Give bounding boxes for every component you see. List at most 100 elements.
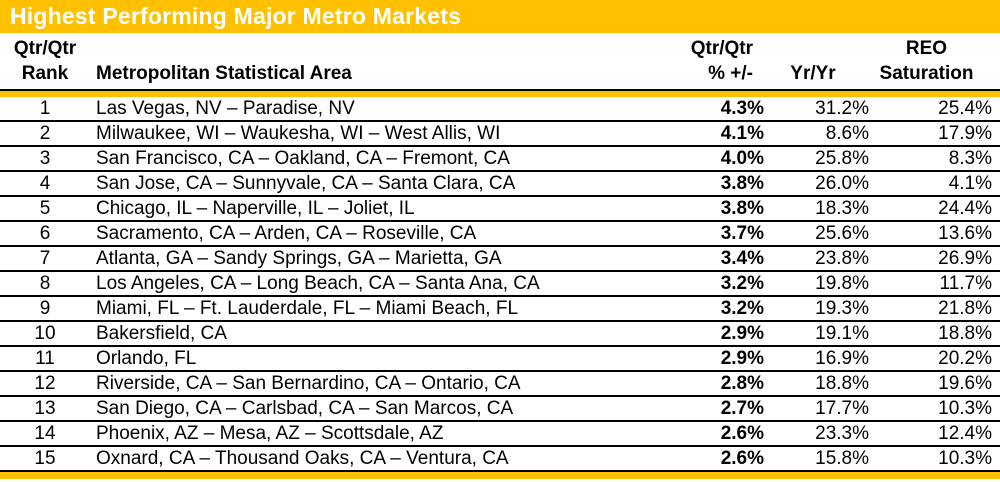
reo-saturation-cell: 26.9% — [873, 246, 1000, 272]
rank-cell: 11 — [0, 346, 90, 372]
column-header-reo-line2: Saturation — [879, 63, 974, 84]
yr-change-cell: 25.8% — [767, 146, 873, 172]
msa-cell: San Francisco, CA – Oakland, CA – Fremon… — [90, 146, 655, 172]
column-header-rank-line1: Qtr/Qtr — [13, 38, 77, 59]
qtr-change-cell: 3.2% — [655, 296, 767, 322]
yr-change-cell: 31.2% — [767, 97, 873, 122]
yr-change-cell: 19.8% — [767, 271, 873, 297]
column-header-qtr-change: Qtr/Qtr % +/- — [655, 33, 767, 90]
table-header: Qtr/Qtr Rank Metropolitan Statistical Ar… — [0, 33, 1000, 90]
rank-cell: 4 — [0, 171, 90, 197]
bottom-gold-bar — [0, 472, 1000, 479]
qtr-change-cell: 2.6% — [655, 421, 767, 447]
reo-saturation-cell: 4.1% — [873, 171, 1000, 197]
column-header-rank-line2: Rank — [21, 63, 69, 84]
table-row: 7 Atlanta, GA – Sandy Springs, GA – Mari… — [0, 246, 1000, 272]
reo-saturation-cell: 21.8% — [873, 296, 1000, 322]
qtr-change-cell: 3.8% — [655, 171, 767, 197]
table-row: 11 Orlando, FL 2.9% 16.9% 20.2% — [0, 346, 1000, 372]
qtr-change-cell: 3.8% — [655, 196, 767, 222]
column-header-qtr-line2: % +/- — [708, 63, 753, 84]
qtr-change-cell: 4.3% — [655, 97, 767, 122]
column-header-qtr-line1: Qtr/Qtr — [690, 38, 753, 59]
qtr-change-cell: 3.4% — [655, 246, 767, 272]
table-row: 6 Sacramento, CA – Arden, CA – Roseville… — [0, 221, 1000, 247]
rank-cell: 7 — [0, 246, 90, 272]
yr-change-cell: 8.6% — [767, 121, 873, 147]
msa-cell: Bakersfield, CA — [90, 321, 655, 347]
column-header-reo-line1: REO — [905, 38, 948, 59]
msa-cell: Riverside, CA – San Bernardino, CA – Ont… — [90, 371, 655, 397]
yr-change-cell: 17.7% — [767, 396, 873, 422]
msa-cell: San Diego, CA – Carlsbad, CA – San Marco… — [90, 396, 655, 422]
qtr-change-cell: 3.2% — [655, 271, 767, 297]
table-row: 4 San Jose, CA – Sunnyvale, CA – Santa C… — [0, 171, 1000, 197]
qtr-change-cell: 3.7% — [655, 221, 767, 247]
yr-change-cell: 19.1% — [767, 321, 873, 347]
reo-saturation-cell: 12.4% — [873, 421, 1000, 447]
reo-saturation-cell: 10.3% — [873, 396, 1000, 422]
msa-cell: Los Angeles, CA – Long Beach, CA – Santa… — [90, 271, 655, 297]
metro-markets-table: Qtr/Qtr Rank Metropolitan Statistical Ar… — [0, 33, 1000, 472]
reo-saturation-cell: 10.3% — [873, 446, 1000, 472]
yr-change-cell: 23.3% — [767, 421, 873, 447]
qtr-change-cell: 4.0% — [655, 146, 767, 172]
yr-change-cell: 18.3% — [767, 196, 873, 222]
reo-saturation-cell: 8.3% — [873, 146, 1000, 172]
column-header-rank: Qtr/Qtr Rank — [0, 33, 90, 90]
msa-cell: Sacramento, CA – Arden, CA – Roseville, … — [90, 221, 655, 247]
title-bar: Highest Performing Major Metro Markets — [0, 0, 1000, 33]
table-row: 14 Phoenix, AZ – Mesa, AZ – Scottsdale, … — [0, 421, 1000, 447]
table-row: 9 Miami, FL – Ft. Lauderdale, FL – Miami… — [0, 296, 1000, 322]
table-row: 1 Las Vegas, NV – Paradise, NV 4.3% 31.2… — [0, 97, 1000, 122]
table-row: 12 Riverside, CA – San Bernardino, CA – … — [0, 371, 1000, 397]
rank-cell: 5 — [0, 196, 90, 222]
qtr-change-cell: 2.7% — [655, 396, 767, 422]
reo-saturation-cell: 17.9% — [873, 121, 1000, 147]
yr-change-cell: 19.3% — [767, 296, 873, 322]
table-row: 5 Chicago, IL – Naperville, IL – Joliet,… — [0, 196, 1000, 222]
column-header-reo-saturation: REO Saturation — [873, 33, 1000, 90]
table-rows: 1 Las Vegas, NV – Paradise, NV 4.3% 31.2… — [0, 97, 1000, 472]
rank-cell: 3 — [0, 146, 90, 172]
page-title: Highest Performing Major Metro Markets — [10, 3, 462, 29]
rank-cell: 10 — [0, 321, 90, 347]
table-row: 3 San Francisco, CA – Oakland, CA – Frem… — [0, 146, 1000, 172]
msa-cell: Orlando, FL — [90, 346, 655, 372]
table-row: 8 Los Angeles, CA – Long Beach, CA – San… — [0, 271, 1000, 297]
msa-cell: Oxnard, CA – Thousand Oaks, CA – Ventura… — [90, 446, 655, 472]
table-row: 15 Oxnard, CA – Thousand Oaks, CA – Vent… — [0, 446, 1000, 472]
msa-cell: Chicago, IL – Naperville, IL – Joliet, I… — [90, 196, 655, 222]
yr-change-cell: 15.8% — [767, 446, 873, 472]
qtr-change-cell: 2.9% — [655, 346, 767, 372]
msa-cell: Atlanta, GA – Sandy Springs, GA – Mariet… — [90, 246, 655, 272]
qtr-change-cell: 2.6% — [655, 446, 767, 472]
table-row: 10 Bakersfield, CA 2.9% 19.1% 18.8% — [0, 321, 1000, 347]
msa-cell: Phoenix, AZ – Mesa, AZ – Scottsdale, AZ — [90, 421, 655, 447]
reo-saturation-cell: 18.8% — [873, 321, 1000, 347]
reo-saturation-cell: 25.4% — [873, 97, 1000, 122]
msa-cell: Milwaukee, WI – Waukesha, WI – West Alli… — [90, 121, 655, 147]
rank-cell: 12 — [0, 371, 90, 397]
column-header-yr-change: Yr/Yr — [790, 63, 836, 84]
reo-saturation-cell: 19.6% — [873, 371, 1000, 397]
table-row: 2 Milwaukee, WI – Waukesha, WI – West Al… — [0, 121, 1000, 147]
rank-cell: 13 — [0, 396, 90, 422]
msa-cell: Miami, FL – Ft. Lauderdale, FL – Miami B… — [90, 296, 655, 322]
table-body — [0, 89, 1000, 97]
yr-change-cell: 25.6% — [767, 221, 873, 247]
reo-saturation-cell: 11.7% — [873, 271, 1000, 297]
yr-change-cell: 23.8% — [767, 246, 873, 272]
yr-change-cell: 16.9% — [767, 346, 873, 372]
rank-cell: 14 — [0, 421, 90, 447]
qtr-change-cell: 2.9% — [655, 321, 767, 347]
qtr-change-cell: 2.8% — [655, 371, 767, 397]
yr-change-cell: 18.8% — [767, 371, 873, 397]
gold-separator — [0, 89, 1000, 97]
column-header-msa: Metropolitan Statistical Area — [96, 63, 352, 84]
rank-cell: 6 — [0, 221, 90, 247]
qtr-change-cell: 4.1% — [655, 121, 767, 147]
rank-cell: 2 — [0, 121, 90, 147]
rank-cell: 8 — [0, 271, 90, 297]
rank-cell: 15 — [0, 446, 90, 472]
